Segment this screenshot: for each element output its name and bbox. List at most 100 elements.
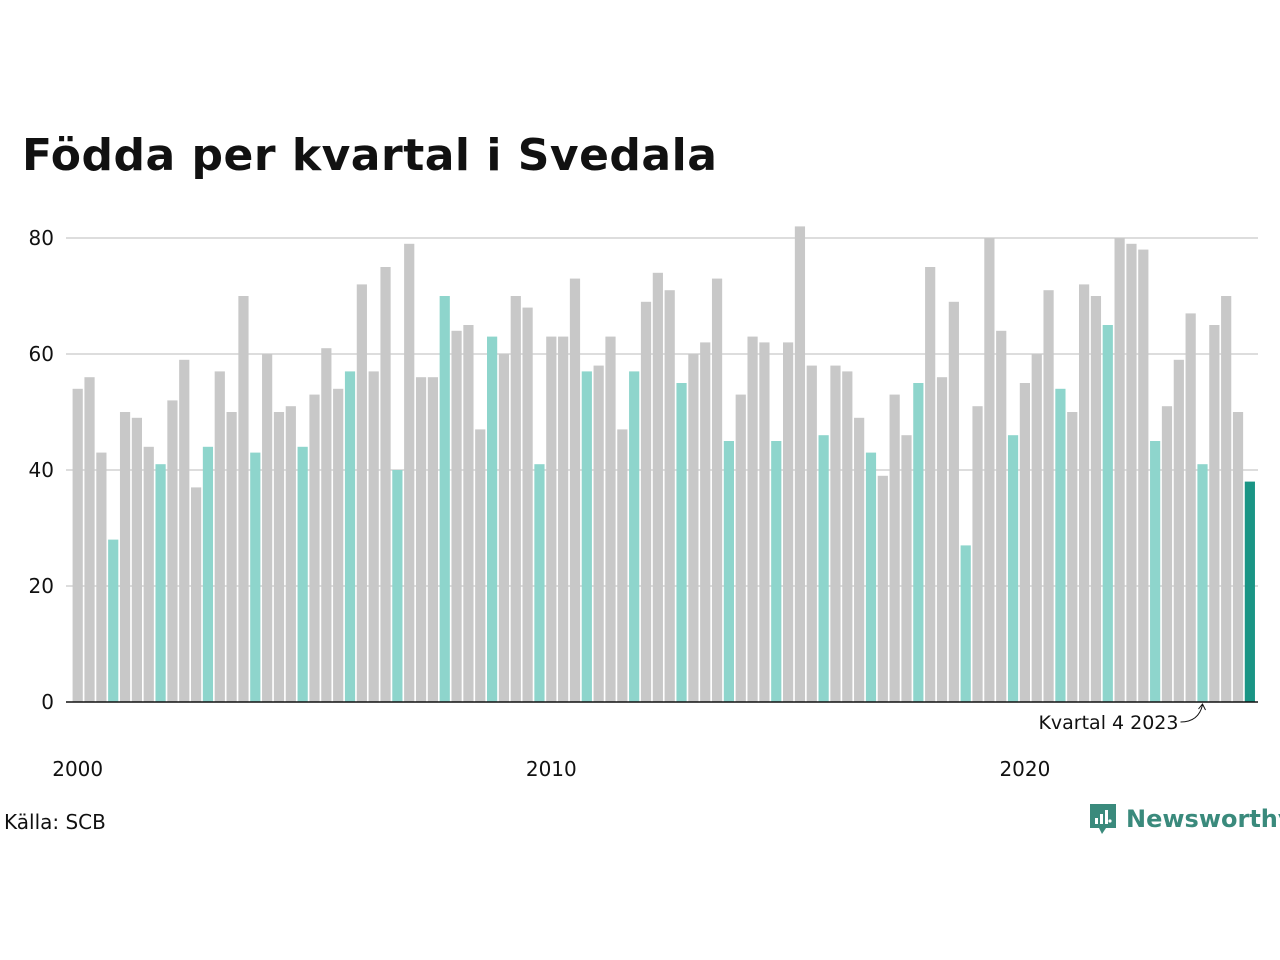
- y-tick-label: 40: [29, 458, 54, 482]
- bar-chart: 0 20 40 60 80 2000 2010 2020 Kvartal 4 2023: [29, 226, 1258, 781]
- bar: [546, 336, 557, 702]
- bar: [356, 284, 367, 702]
- annotation-label: Kvartal 4 2023: [1038, 712, 1178, 734]
- bar: [1161, 406, 1173, 702]
- bar: [854, 417, 865, 702]
- bar: [415, 377, 427, 702]
- bar: [913, 383, 924, 702]
- bar: [451, 330, 462, 702]
- bar: [996, 330, 1007, 702]
- bar: [155, 464, 166, 702]
- bar: [783, 342, 794, 702]
- bar: [711, 278, 723, 702]
- bar: [392, 470, 403, 702]
- bar: [842, 371, 853, 702]
- bar: [901, 435, 912, 702]
- chart-title: Födda per kvartal i Svedala: [22, 130, 718, 181]
- bar: [167, 400, 178, 702]
- bar: [1114, 238, 1125, 702]
- bar: [427, 377, 438, 702]
- bar: [510, 296, 521, 702]
- bar: [333, 388, 344, 702]
- bar: [1138, 249, 1149, 702]
- bar: [735, 394, 746, 702]
- bar: [747, 336, 758, 702]
- bar: [96, 452, 107, 702]
- bar: [1209, 325, 1220, 702]
- bar: [439, 296, 450, 702]
- bar: [1126, 243, 1137, 703]
- bar: [688, 354, 699, 702]
- bar: [889, 394, 900, 702]
- bar: [131, 417, 142, 702]
- y-tick-label: 60: [29, 342, 54, 366]
- bars: [72, 226, 1255, 703]
- bar: [226, 412, 237, 702]
- bar: [877, 475, 888, 702]
- x-tick-label: 2010: [526, 757, 577, 781]
- bar: [1055, 388, 1066, 702]
- bar: [273, 412, 285, 702]
- bar: [1031, 354, 1042, 702]
- bar: [581, 371, 592, 702]
- bar: [487, 336, 498, 702]
- bar: [925, 267, 936, 702]
- bar: [1221, 296, 1232, 702]
- bar: [1232, 412, 1244, 702]
- x-tick-label: 2000: [52, 757, 103, 781]
- bar: [522, 307, 533, 702]
- bar: [321, 348, 332, 702]
- bar-latest: [1244, 481, 1255, 702]
- bar: [652, 272, 663, 702]
- bar: [948, 301, 959, 702]
- bar: [238, 296, 249, 702]
- bar: [1043, 290, 1054, 702]
- bar: [380, 267, 391, 702]
- bar: [191, 487, 202, 702]
- bar: [475, 429, 486, 702]
- bar: [972, 406, 983, 702]
- bar: [676, 383, 687, 702]
- bar: [404, 243, 415, 703]
- bar: [498, 354, 510, 702]
- bar: [593, 365, 604, 702]
- brand-name: Newsworthy: [1126, 805, 1280, 833]
- y-tick-label: 80: [29, 226, 54, 250]
- bar: [984, 238, 995, 702]
- bar: [1079, 284, 1090, 702]
- bar: [664, 290, 675, 702]
- bar: [818, 435, 829, 702]
- y-tick-label: 0: [41, 690, 54, 714]
- source-note: Källa: SCB: [4, 810, 106, 834]
- bar: [1019, 383, 1030, 702]
- latest-annotation: Kvartal 4 2023: [1038, 703, 1206, 734]
- bar: [1067, 412, 1078, 702]
- brand-logo: Newsworthy: [1088, 802, 1280, 836]
- bar: [1007, 435, 1019, 702]
- bar: [629, 371, 640, 702]
- bar: [84, 377, 95, 702]
- y-tick-label: 20: [29, 574, 54, 598]
- bar: [262, 354, 273, 702]
- bar: [297, 446, 308, 702]
- bar: [723, 441, 734, 702]
- bar: [344, 371, 356, 702]
- annotation-arrow: [1180, 703, 1206, 723]
- bar: [700, 342, 711, 702]
- bar: [771, 441, 782, 702]
- y-axis-ticks: 0 20 40 60 80: [29, 226, 54, 714]
- bar: [214, 371, 225, 702]
- bar: [759, 342, 770, 702]
- bar: [1102, 325, 1113, 702]
- bar: [119, 412, 131, 702]
- bar: [960, 545, 971, 702]
- bar: [1090, 296, 1102, 702]
- bar: [617, 429, 628, 702]
- bar: [108, 539, 119, 702]
- bar: [830, 365, 841, 702]
- bar: [1173, 359, 1184, 702]
- bar: [1197, 464, 1208, 702]
- bar: [605, 336, 616, 702]
- bar: [179, 359, 190, 702]
- bar: [463, 325, 474, 702]
